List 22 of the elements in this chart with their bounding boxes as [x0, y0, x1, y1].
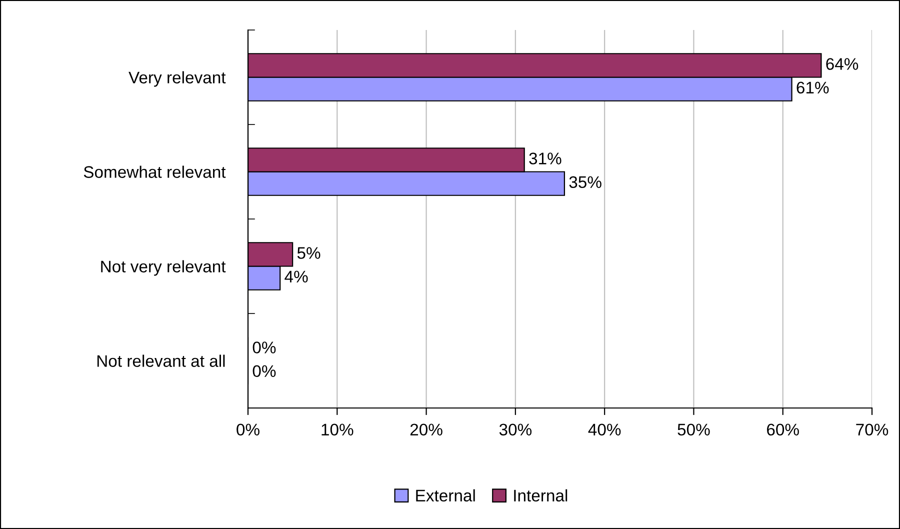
- x-tick-label: 50%: [678, 424, 710, 436]
- legend-label: External: [416, 489, 475, 502]
- x-tick-label: 70%: [856, 424, 888, 436]
- legend-label: Internal: [514, 489, 568, 502]
- x-tick-label: 20%: [410, 424, 442, 436]
- data-label: 31%: [529, 152, 562, 164]
- y-tick-label: Very relevant: [128, 71, 226, 87]
- y-tick-label: Somewhat relevant: [84, 166, 226, 178]
- data-label: 4%: [284, 270, 308, 282]
- y-tick-label: Not very relevant: [101, 260, 226, 276]
- y-tick-label: Not relevant at all: [97, 354, 225, 367]
- data-label: 35%: [569, 176, 602, 188]
- x-tick-label: 30%: [499, 424, 532, 436]
- data-label: 0%: [252, 365, 276, 378]
- x-tick-label: 40%: [588, 424, 621, 436]
- x-tick-label: 60%: [767, 424, 799, 436]
- data-label: 64%: [826, 58, 858, 70]
- data-label: 5%: [297, 247, 320, 259]
- data-label: 61%: [796, 82, 829, 94]
- data-label: 0%: [252, 342, 276, 354]
- x-tick-label: 0%: [236, 424, 260, 436]
- x-tick-label: 10%: [322, 424, 354, 436]
